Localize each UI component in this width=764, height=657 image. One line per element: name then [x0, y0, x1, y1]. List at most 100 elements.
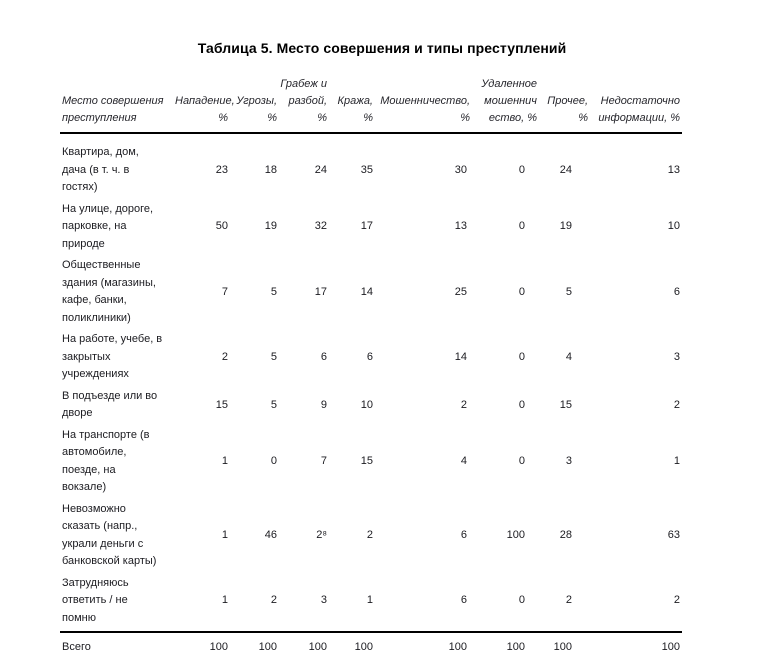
table-cell: 4: [460, 455, 467, 467]
table-body: Квартира, дом, дача (в т. ч. в гостях) 2…: [60, 133, 682, 657]
table-cell: 10: [667, 220, 680, 233]
table-cell: 5: [270, 285, 277, 298]
table-cell: 2: [565, 594, 572, 607]
table-cell: 2⁸: [316, 529, 327, 541]
table-cell: 2: [673, 594, 680, 607]
table-cell: 100: [375, 631, 472, 657]
table-cell: 6: [366, 350, 373, 363]
column-header-fraud: Мошенничество, %: [375, 70, 472, 134]
table-cell: 46: [264, 529, 277, 541]
table-cell: 19: [264, 220, 277, 233]
row-label: Квартира, дом, дача (в т. ч. в гостях): [62, 146, 139, 193]
table-cell: 0: [518, 594, 525, 607]
table-cell: 1: [366, 594, 373, 607]
table-cell: 6: [673, 285, 680, 298]
table-row-street: На улице, дороге, парковке, на природе 5…: [60, 201, 682, 258]
column-header-remote-fraud: Удаленное мошеннич ество, %: [472, 70, 539, 134]
table-cell: 1: [221, 455, 228, 467]
table-cell: 100: [230, 631, 279, 657]
table-cell: 2: [460, 398, 467, 411]
table-cell: 5: [270, 350, 277, 363]
table-cell: 3: [565, 455, 572, 467]
table-cell: 5: [270, 398, 277, 411]
column-header-theft: Кража, %: [329, 70, 375, 134]
table-row-hard-to-answer: Затрудняюсь ответить / не помню 1 2 3 1 …: [60, 575, 682, 633]
header-row: Место совершения преступления Нападение,…: [60, 70, 682, 134]
table-cell: 28: [559, 529, 572, 541]
table-cell: 5: [565, 285, 572, 298]
row-label: В подъезде или во дворе: [62, 389, 158, 420]
table-cell: 7: [320, 455, 327, 467]
table-cell: 30: [454, 163, 467, 176]
column-header-threats: Угрозы, %: [230, 70, 279, 134]
table-row-entrance-yard: В подъезде или во дворе 15 5 9 10 2 0 15…: [60, 388, 682, 427]
table-cell: 6: [320, 350, 327, 363]
row-label: На улице, дороге, парковке, на природе: [62, 202, 154, 250]
table-cell: 4: [565, 350, 572, 363]
table-cell: 63: [667, 529, 680, 541]
row-label: Общественные здания (магазины, кафе, бан…: [62, 259, 156, 324]
table-cell: 0: [518, 163, 525, 176]
table-cell: 0: [518, 285, 525, 298]
table-cell: 0: [270, 455, 277, 467]
table-cell: 17: [314, 285, 327, 298]
table-cell: 3: [673, 350, 680, 363]
table-cell: 35: [360, 163, 373, 176]
table-cell: 32: [314, 220, 327, 233]
page-title: Таблица 5. Место совершения и типы прест…: [197, 40, 567, 56]
table-cell: 15: [215, 398, 228, 411]
row-label-total: Всего: [60, 631, 175, 657]
table-cell: 3: [320, 594, 327, 607]
table-cell: 14: [454, 350, 467, 363]
table-cell: 2: [221, 350, 228, 363]
table-row-apartment: Квартира, дом, дача (в т. ч. в гостях) 2…: [60, 133, 682, 201]
table-cell: 1: [221, 594, 228, 607]
table-row-public-buildings: Общественные здания (магазины, кафе, бан…: [60, 257, 682, 331]
table-cell: 15: [360, 455, 373, 467]
column-header-assault: Нападение, %: [175, 70, 235, 134]
table-cell: 13: [667, 163, 680, 176]
table-cell: 2: [673, 398, 680, 411]
table-cell: 0: [518, 220, 525, 233]
table-cell: 23: [215, 163, 228, 176]
table-cell: 100: [590, 631, 682, 657]
table-cell: 24: [559, 163, 572, 176]
crime-location-table: Место совершения преступления Нападение,…: [60, 70, 682, 657]
row-label: На транспорте (в автомобиле, поезде, на …: [62, 428, 150, 494]
table-cell: 100: [506, 529, 525, 541]
table-cell: 13: [454, 220, 467, 233]
table-cell: 24: [314, 163, 327, 176]
table-cell: 10: [360, 398, 373, 411]
table-row-total: Всего 100 100 100 100 100 100 100 100: [60, 631, 682, 657]
table-cell: 1: [221, 529, 228, 541]
table-cell: 1: [673, 455, 680, 467]
table-cell: 17: [360, 220, 373, 233]
table-cell: 2: [270, 594, 277, 607]
table-cell: 15: [559, 398, 572, 411]
table-cell: 50: [215, 220, 228, 233]
table-cell: 100: [279, 631, 329, 657]
table-cell: 18: [264, 163, 277, 176]
table-cell: 0: [518, 350, 525, 363]
table-cell: 9: [320, 398, 327, 411]
table-row-transport: На транспорте (в автомобиле, поезде, на …: [60, 427, 682, 501]
table-cell: 0: [518, 398, 525, 411]
table-cell: 7: [221, 285, 228, 298]
table-cell: 0: [518, 455, 525, 467]
column-header-other: Прочее, %: [539, 70, 590, 134]
table-cell: 2: [366, 529, 373, 541]
column-header-place: Место совершения преступления: [60, 70, 175, 134]
table-cell: 100: [175, 631, 230, 657]
column-header-insufficient-info: Недостаточно информации, %: [590, 70, 682, 134]
table-cell: 14: [360, 285, 373, 298]
table-cell: 6: [460, 529, 467, 541]
table-cell: 19: [559, 220, 572, 233]
table-cell: 100: [539, 631, 590, 657]
column-header-robbery: Грабеж и разбой, %: [279, 70, 329, 134]
table-cell: 25: [454, 285, 467, 298]
table-cell: 100: [329, 631, 375, 657]
table-header: Место совершения преступления Нападение,…: [60, 70, 682, 134]
table-row-work-study: На работе, учебе, в закрытых учреждениях…: [60, 331, 682, 388]
table-row-impossible-to-say: Невозможно сказать (напр., украли деньги…: [60, 501, 682, 575]
table-cell: 6: [460, 594, 467, 607]
